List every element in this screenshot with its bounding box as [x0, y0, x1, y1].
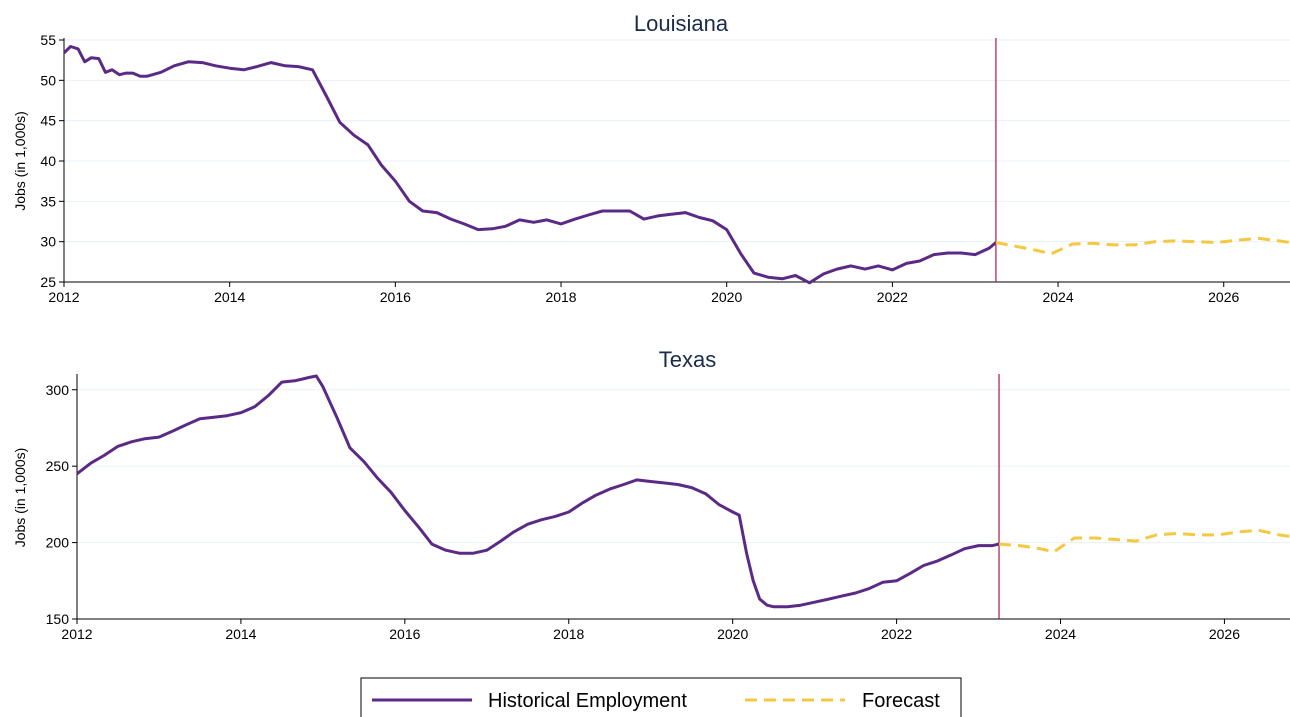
legend: Historical Employment Forecast [360, 677, 962, 717]
texas-x-tick-label: 2018 [553, 626, 584, 642]
texas-x-tick-label: 2016 [389, 626, 420, 642]
louisiana-y-tick-label: 35 [40, 193, 56, 209]
louisiana-title: Louisiana [634, 11, 729, 36]
louisiana-x-tick-label: 2020 [711, 289, 742, 305]
louisiana-y-tick-label: 30 [40, 234, 56, 250]
legend-forecast-label: Forecast [862, 690, 940, 712]
texas-x-tick-label: 2022 [881, 626, 912, 642]
texas-y-tick-label: 200 [46, 535, 70, 551]
texas-y-axis-label: Jobs (in 1,000s) [12, 448, 28, 548]
texas-forecast-line [998, 528, 1290, 554]
legend-box [360, 677, 962, 717]
louisiana-forecast-line [995, 236, 1290, 256]
texas-panel: Texas 150 200 250 300 2012 2014 2016 2018 2020 202… [12, 347, 1290, 642]
louisiana-y-tick-label: 40 [40, 153, 56, 169]
texas-x-tick-label: 2012 [61, 626, 92, 642]
louisiana-x-tick-label: 2014 [214, 289, 245, 305]
texas-x-tick-label: 2020 [717, 626, 748, 642]
louisiana-y-tick-label: 55 [40, 32, 56, 48]
louisiana-x-tick-label: 2018 [545, 289, 576, 305]
texas-x-tick-label: 2024 [1045, 626, 1076, 642]
louisiana-panel: Louisiana 25 30 35 40 45 50 55 2012 2014 2016 2018 2… [12, 11, 1290, 305]
texas-y-tick-label: 250 [46, 458, 70, 474]
texas-y-tick-label: 150 [46, 611, 70, 627]
legend-historical-label: Historical Employment [488, 690, 687, 712]
louisiana-y-tick-label: 25 [40, 274, 56, 290]
texas-title: Texas [659, 347, 716, 372]
texas-x-tick-label: 2014 [225, 626, 256, 642]
louisiana-y-tick-label: 50 [40, 72, 56, 88]
louisiana-x-tick-label: 2022 [877, 289, 908, 305]
louisiana-x-tick-label: 2016 [380, 289, 411, 305]
louisiana-x-tick-label: 2024 [1042, 289, 1073, 305]
chart-panels: Louisiana 25 30 35 40 45 50 55 2012 2014 2016 2018 2… [12, 11, 1290, 642]
louisiana-y-tick-label: 45 [40, 113, 56, 129]
texas-y-tick-label: 300 [46, 382, 70, 398]
louisiana-y-axis-label: Jobs (in 1,000s) [12, 111, 28, 211]
louisiana-historical-line [62, 45, 997, 285]
louisiana-x-tick-label: 2012 [48, 289, 79, 305]
texas-x-tick-label: 2026 [1209, 626, 1240, 642]
texas-historical-line [76, 374, 1000, 609]
louisiana-x-tick-label: 2026 [1208, 289, 1239, 305]
